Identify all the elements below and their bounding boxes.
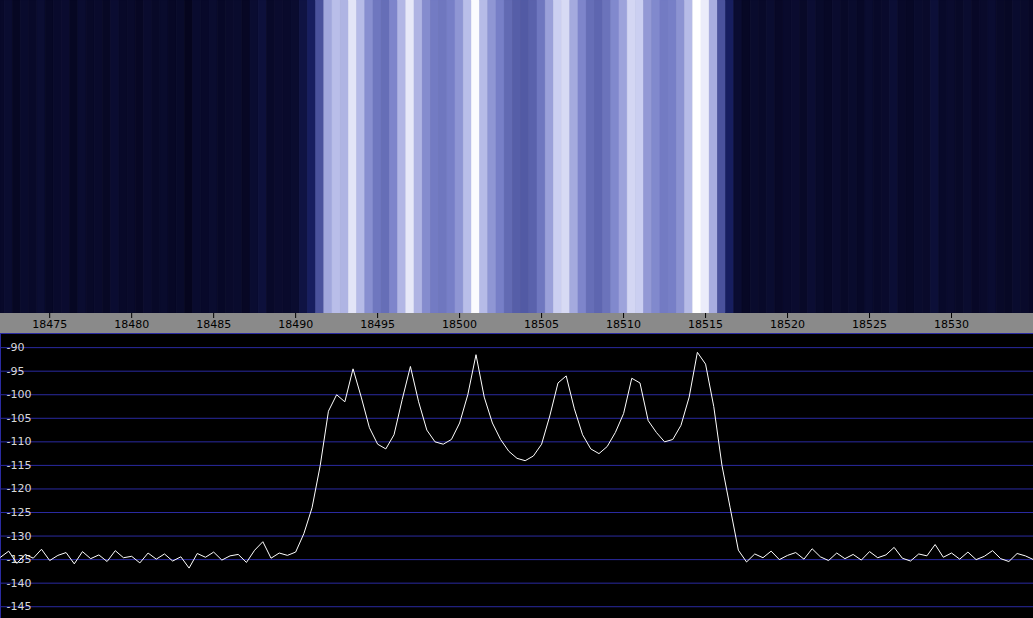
svg-text:-105: -105 [7, 412, 32, 425]
svg-text:-95: -95 [7, 365, 25, 378]
svg-text:-100: -100 [7, 388, 32, 401]
svg-text:-130: -130 [7, 530, 32, 543]
svg-text:-115: -115 [7, 459, 32, 472]
svg-text:18500: 18500 [442, 318, 477, 331]
svg-text:18495: 18495 [360, 318, 395, 331]
svg-text:-125: -125 [7, 506, 32, 519]
svg-text:18475: 18475 [32, 318, 67, 331]
svg-text:18485: 18485 [196, 318, 231, 331]
svg-text:-135: -135 [7, 553, 32, 566]
svg-text:18525: 18525 [852, 318, 887, 331]
svg-text:-110: -110 [7, 435, 32, 448]
svg-text:18490: 18490 [278, 318, 313, 331]
svg-text:18520: 18520 [770, 318, 805, 331]
svg-text:18480: 18480 [114, 318, 149, 331]
svg-text:-145: -145 [7, 600, 32, 613]
svg-text:18515: 18515 [688, 318, 723, 331]
svg-text:18530: 18530 [934, 318, 969, 331]
svg-text:-140: -140 [7, 577, 32, 590]
svg-text:18510: 18510 [606, 318, 641, 331]
svg-text:18505: 18505 [524, 318, 559, 331]
svg-text:-90: -90 [7, 341, 25, 354]
svg-text:-120: -120 [7, 482, 32, 495]
